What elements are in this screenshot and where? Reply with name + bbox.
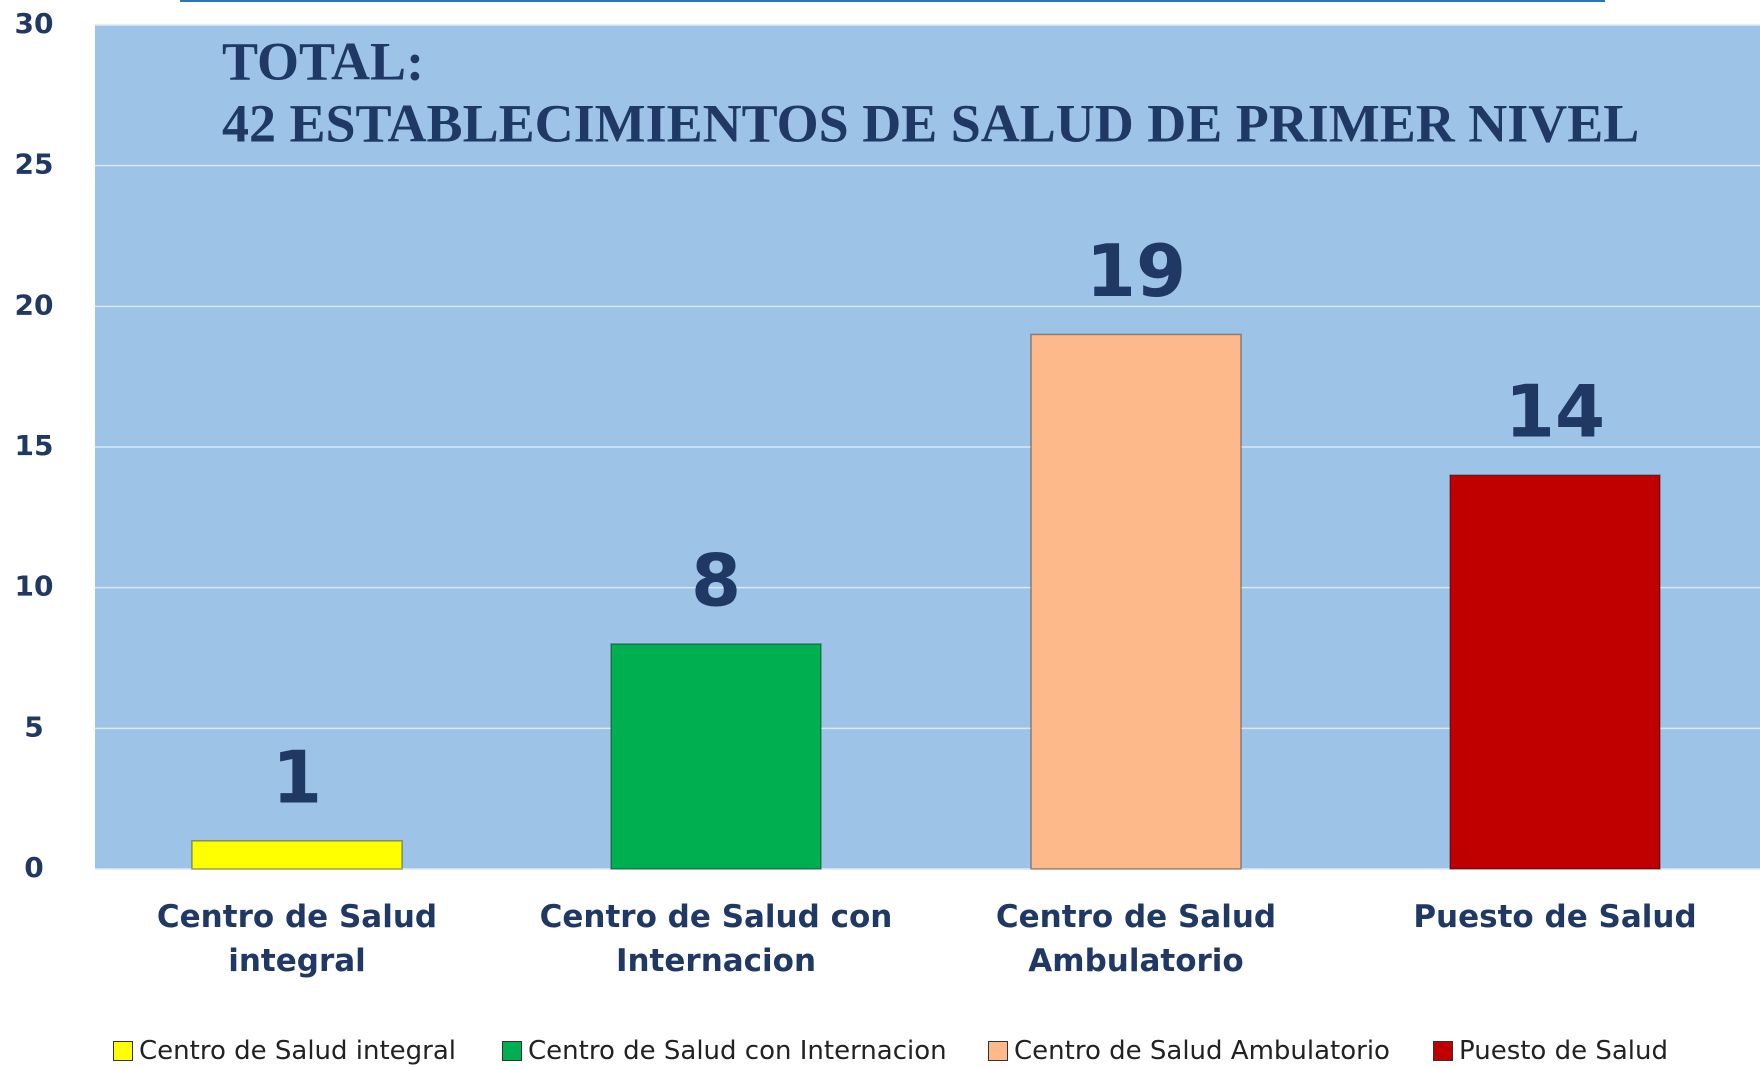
legend-swatch [502, 1041, 522, 1061]
legend-label: Puesto de Salud [1459, 1036, 1669, 1066]
legend-swatch [113, 1041, 133, 1061]
legend-item: Centro de Salud integral [113, 1036, 456, 1066]
y-tick-label: 5 [24, 710, 43, 743]
legend-swatch [1433, 1041, 1453, 1061]
legend-swatch [988, 1041, 1008, 1061]
legend-label: Centro de Salud con Internacion [528, 1036, 947, 1066]
chart-title: TOTAL: [222, 31, 424, 91]
x-tick-label: Puesto de Salud [1413, 899, 1697, 935]
x-tick-label: Centro de Salud integral [156, 899, 438, 979]
bar [610, 643, 822, 870]
x-tick-label: Centro de Salud Ambulatorio [995, 899, 1277, 979]
y-tick-label: 10 [15, 570, 54, 603]
data-label: 14 [1505, 370, 1605, 454]
bar [1030, 333, 1242, 870]
data-label: 1 [272, 735, 322, 819]
chart-subtitle: 42 ESTABLECIMIENTOS DE SALUD DE PRIMER N… [222, 93, 1639, 153]
legend-label: Centro de Salud Ambulatorio [1014, 1036, 1390, 1066]
legend-item: Centro de Salud con Internacion [502, 1036, 947, 1066]
data-label: 8 [691, 538, 741, 622]
legend-label: Centro de Salud integral [139, 1036, 457, 1066]
y-tick-label: 25 [15, 148, 54, 181]
data-label: 19 [1086, 229, 1186, 313]
bar [191, 840, 403, 870]
legend-item: Centro de Salud Ambulatorio [988, 1036, 1390, 1066]
y-tick-label: 30 [15, 7, 54, 40]
bar [1449, 474, 1661, 870]
legend-item: Puesto de Salud [1433, 1036, 1668, 1066]
y-tick-label: 15 [15, 429, 54, 462]
y-tick-label: 20 [15, 288, 54, 321]
x-tick-label: Centro de Salud con Internacion [539, 899, 893, 979]
y-tick-label: 0 [24, 851, 43, 884]
